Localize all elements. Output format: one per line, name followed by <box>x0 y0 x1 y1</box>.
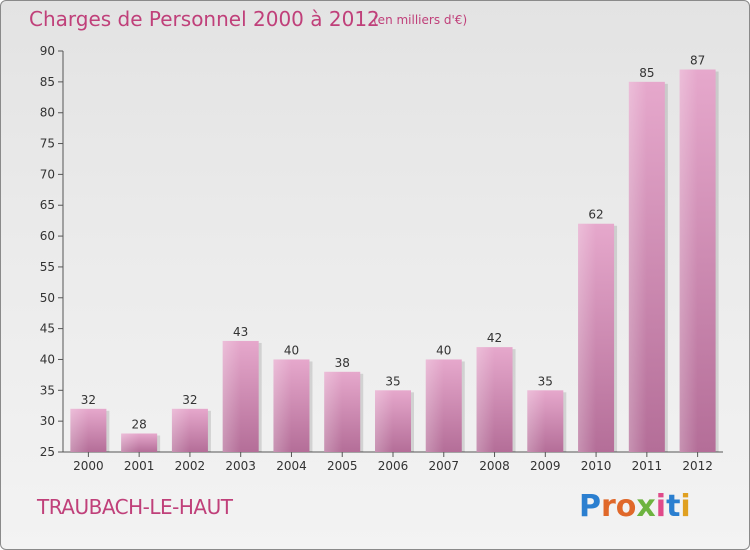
value-label: 42 <box>487 331 502 345</box>
bar-highlight <box>222 340 241 452</box>
y-tick-label: 65 <box>40 198 55 212</box>
bar-highlight <box>171 408 190 452</box>
value-label: 85 <box>639 66 654 80</box>
value-labels: 2000 32 2001 28 2002 32 2003 43 2004 40 2005 38 2006… <box>73 54 713 473</box>
bar-highlight <box>527 390 546 452</box>
bar-highlight <box>679 69 698 452</box>
y-tick-label: 45 <box>40 322 55 336</box>
city-name: TRAUBACH-LE-HAUT <box>37 495 233 519</box>
x-tick-label: 2005 <box>327 459 358 473</box>
x-tick-label: 2009 <box>530 459 561 473</box>
x-tick-label: 2012 <box>682 459 713 473</box>
x-tick-label: 2004 <box>276 459 307 473</box>
x-tick-label: 2003 <box>225 459 256 473</box>
value-label: 62 <box>588 208 603 222</box>
x-tick-label: 2008 <box>479 459 510 473</box>
x-tick-label: 2010 <box>581 459 612 473</box>
proxiti-logo: Proxiti <box>579 489 691 524</box>
y-tick-label: 70 <box>40 167 55 181</box>
bar-highlight <box>375 390 393 452</box>
y-tick-label: 80 <box>40 106 55 120</box>
axes: 25 30 35 40 45 50 55 60 65 70 75 80 85 90 <box>40 44 723 459</box>
y-tick-label: 90 <box>40 44 55 58</box>
bar-highlight <box>578 223 597 452</box>
y-tick-label: 50 <box>40 291 55 305</box>
value-label: 32 <box>182 393 197 407</box>
bar-highlight <box>121 433 140 452</box>
x-tick-label: 2006 <box>378 459 409 473</box>
bar-highlight <box>273 359 292 452</box>
chart-title: Charges de Personnel 2000 à 2012 <box>29 7 380 31</box>
chart-subtitle: (en milliers d'€) <box>373 13 468 27</box>
bar-highlight <box>324 371 343 452</box>
value-label: 32 <box>81 393 96 407</box>
value-label: 38 <box>335 356 350 370</box>
x-tick-label: 2002 <box>175 459 206 473</box>
y-tick-label: 85 <box>40 75 55 89</box>
bar-highlight <box>70 408 89 452</box>
value-label: 87 <box>690 54 705 68</box>
bar-highlight <box>628 81 647 452</box>
y-tick-label: 40 <box>40 352 55 366</box>
bars <box>70 69 719 452</box>
value-label: 43 <box>233 325 248 339</box>
x-tick-label: 2001 <box>124 459 155 473</box>
bar-highlight <box>425 359 444 452</box>
value-label: 35 <box>538 374 553 388</box>
x-tick-label: 2000 <box>73 459 104 473</box>
value-label: 28 <box>132 417 147 431</box>
y-tick-label: 30 <box>40 414 55 428</box>
bar-highlight <box>476 347 495 452</box>
x-tick-label: 2011 <box>632 459 663 473</box>
y-tick-label: 75 <box>40 137 55 151</box>
y-tick-label: 60 <box>40 229 55 243</box>
y-tick-label: 55 <box>40 260 55 274</box>
value-label: 40 <box>436 343 451 357</box>
y-tick-label: 35 <box>40 383 55 397</box>
value-label: 40 <box>284 343 299 357</box>
value-label: 35 <box>385 374 400 388</box>
y-tick-label: 25 <box>40 445 55 459</box>
x-tick-label: 2007 <box>428 459 459 473</box>
